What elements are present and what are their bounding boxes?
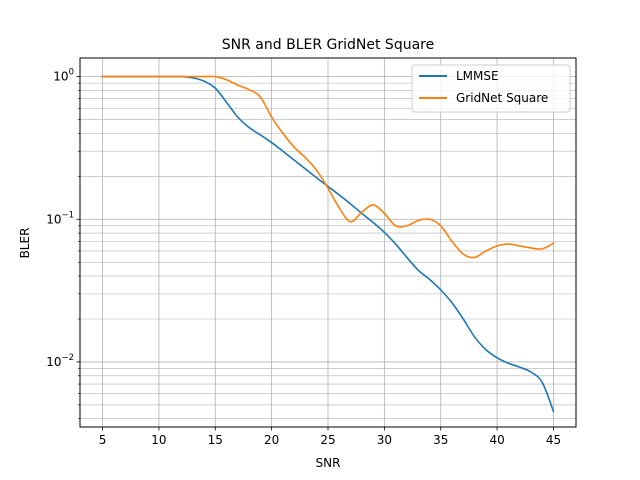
x-tick-label: 15 xyxy=(208,433,223,447)
grid xyxy=(80,58,576,427)
legend-label-lmmse: LMMSE xyxy=(456,69,499,83)
y-tick-label: 10−2 xyxy=(46,353,74,369)
legend-box xyxy=(411,64,571,113)
x-tick-label: 10 xyxy=(151,433,166,447)
chart-title: SNR and BLER GridNet Square xyxy=(222,37,434,53)
y-tick-label: 10−1 xyxy=(46,210,74,226)
x-tick-label: 45 xyxy=(546,433,561,447)
legend: LMMSE GridNet Square xyxy=(411,64,571,113)
x-tick-label: 40 xyxy=(489,433,504,447)
y-tick-label: 100 xyxy=(53,68,74,84)
x-axis-label: SNR xyxy=(316,456,341,470)
series-layer xyxy=(101,75,555,413)
x-tick-label: 25 xyxy=(320,433,335,447)
legend-label-gridnet-square: GridNet Square xyxy=(456,91,548,105)
x-tick-label: 20 xyxy=(264,433,279,447)
x-tick-label: 5 xyxy=(99,433,107,447)
y-axis-label: BLER xyxy=(18,228,32,259)
x-tick-label: 30 xyxy=(377,433,392,447)
series-line-lmmse xyxy=(101,75,555,413)
series-line-gridnet-square xyxy=(101,75,555,259)
x-tick-label: 35 xyxy=(433,433,448,447)
ticks: 5 10 15 20 25 30 35 40 45 100 10−1 10−2 xyxy=(46,68,561,447)
